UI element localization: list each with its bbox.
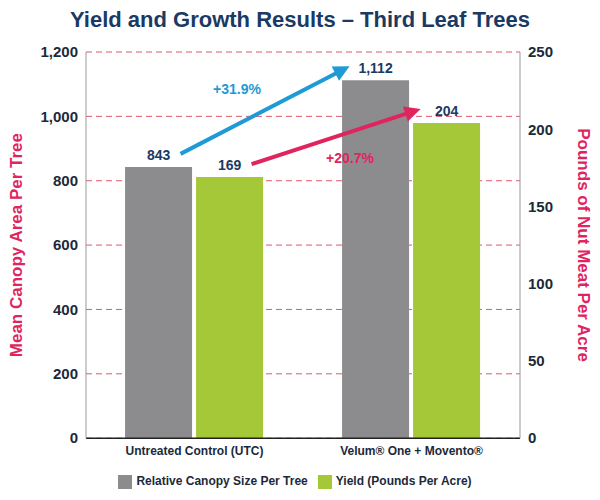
svg-text:150: 150 [528,198,553,215]
svg-text:Untreated Control (UTC): Untreated Control (UTC) [126,444,264,458]
svg-text:169: 169 [218,157,242,173]
svg-text:1,000: 1,000 [40,108,78,125]
svg-text:Mean Canopy Area Per Tree: Mean Canopy Area Per Tree [8,133,26,357]
svg-text:200: 200 [53,365,78,382]
svg-text:1,112: 1,112 [358,60,392,76]
svg-text:100: 100 [528,275,553,292]
svg-text:600: 600 [53,236,78,253]
svg-text:843: 843 [147,147,171,163]
html-text:Yield and Growth Results – Thi: Yield and Growth Results – Third Leaf Tr… [70,7,530,32]
html-text:Yield (Pounds Per Acre): Yield (Pounds Per Acre) [335,474,472,489]
svg-text:204: 204 [435,103,459,119]
svg-text:250: 250 [528,43,553,60]
svg-text:0: 0 [70,429,78,446]
svg-text:0: 0 [528,429,536,446]
html-text:Relative Canopy Size Per Tree: Relative Canopy Size Per Tree [136,474,308,489]
svg-text:+31.9%: +31.9% [213,81,261,97]
svg-text:1,200: 1,200 [40,43,78,60]
svg-text:Velum® One + Movento®: Velum® One + Movento® [340,444,483,458]
svg-text:200: 200 [528,121,553,138]
svg-text:+20.7%: +20.7% [326,150,374,166]
svg-text:800: 800 [53,172,78,189]
svg-text:400: 400 [53,301,78,318]
svg-text:50: 50 [528,352,545,369]
svg-text:Pounds of Nut Meat Per Acre: Pounds of Nut Meat Per Acre [574,128,592,362]
